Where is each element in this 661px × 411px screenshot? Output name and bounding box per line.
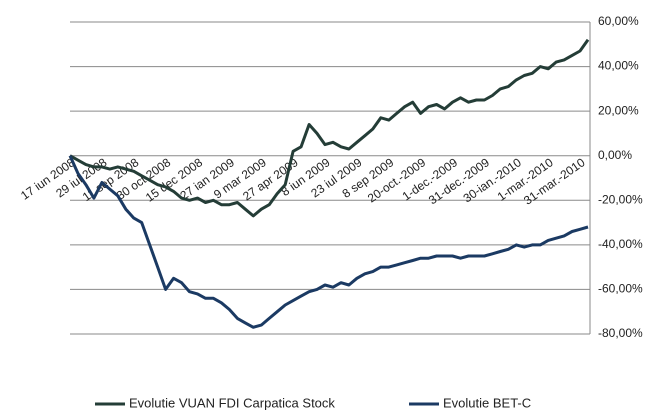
series-line [68, 155, 589, 329]
series-line [69, 38, 590, 218]
y-tick-label: 0,00% [598, 148, 632, 162]
y-tick-label: 60,00% [598, 14, 639, 28]
legend-label: Evolutie BET-C [443, 395, 531, 410]
legend-label: Evolutie VUAN FDI Carpatica Stock [129, 395, 335, 410]
y-tick-label: -20,00% [598, 192, 643, 206]
y-tick-label: -40,00% [598, 237, 643, 251]
y-tick-label: -80,00% [598, 326, 643, 340]
y-tick-label: 20,00% [598, 103, 639, 117]
y-tick-label: 40,00% [598, 59, 639, 73]
y-tick-label: -60,00% [598, 282, 643, 296]
